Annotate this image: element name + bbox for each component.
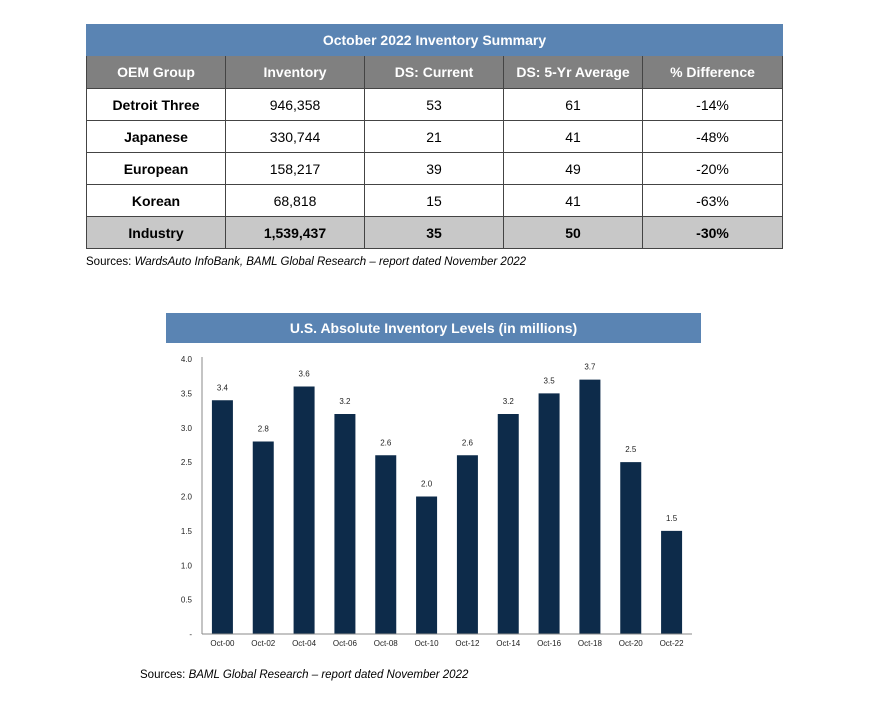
bar (252, 441, 274, 634)
bar (293, 386, 315, 634)
cell-ds-current: 21 (364, 120, 504, 153)
inventory-bar-chart: - 0.5 1.0 1.5 2.0 2.5 3.0 3.5 4.0 3.4 2.8 3.6 3.2 2.… (181, 355, 692, 648)
cell-group: European (86, 152, 226, 185)
bar (416, 496, 438, 634)
x-tick-label: Oct-16 (537, 639, 562, 648)
table-total-row: Industry 1,539,437 35 50 -30% (86, 216, 784, 249)
cell-inventory: 946,358 (225, 88, 365, 121)
y-tick-label: 0.5 (181, 596, 193, 605)
y-tick-label: - (189, 630, 192, 639)
cell-group: Japanese (86, 120, 226, 153)
y-tick-label: 3.5 (181, 389, 193, 398)
x-tick-label: Oct-18 (578, 639, 603, 648)
x-tick-label: Oct-00 (210, 639, 235, 648)
cell-pct-diff: -48% (641, 120, 784, 153)
table-row: Japanese 330,744 21 41 -48% (86, 120, 784, 153)
table-source-text: WardsAuto InfoBank, BAML Global Research… (134, 256, 527, 268)
cell-ds-avg: 41 (503, 184, 643, 217)
table-title: October 2022 Inventory Summary (85, 24, 784, 56)
y-tick-label: 1.0 (181, 561, 193, 570)
header-ds-current: DS: Current (364, 55, 504, 89)
data-label: 1.5 (666, 514, 678, 523)
bar (456, 455, 478, 634)
cell-inventory: 330,744 (225, 120, 365, 153)
table-source-note: Sources: WardsAuto InfoBank, BAML Global… (86, 256, 526, 268)
bars (211, 379, 683, 634)
cell-inventory: 158,217 (225, 152, 365, 185)
header-pct-difference: % Difference (641, 55, 784, 89)
x-tick-label: Oct-14 (496, 639, 521, 648)
chart-source-label: Sources: (140, 669, 189, 681)
bar (497, 414, 519, 634)
bar (375, 455, 397, 634)
bar (620, 462, 642, 634)
chart-source-text: BAML Global Research – report dated Nove… (188, 669, 469, 681)
data-label: 2.0 (421, 480, 433, 489)
y-tick-label: 2.0 (181, 493, 193, 502)
chart-source-note: Sources: BAML Global Research – report d… (140, 669, 468, 681)
cell-pct-diff: -20% (641, 152, 784, 185)
table-title-row: October 2022 Inventory Summary (85, 24, 784, 56)
table-header-row: OEM Group Inventory DS: Current DS: 5-Yr… (86, 55, 784, 89)
chart-title: U.S. Absolute Inventory Levels (in milli… (166, 313, 701, 343)
x-tick-label: Oct-22 (660, 639, 685, 648)
cell-pct-diff: -63% (641, 184, 784, 217)
table-row: Detroit Three 946,358 53 61 -14% (86, 88, 784, 121)
data-label: 3.5 (544, 376, 556, 385)
data-label: 3.2 (503, 397, 515, 406)
y-tick-label: 1.5 (181, 527, 193, 536)
data-label: 3.4 (217, 383, 229, 392)
y-axis: - 0.5 1.0 1.5 2.0 2.5 3.0 3.5 4.0 (181, 355, 203, 639)
cell-group: Detroit Three (86, 88, 226, 121)
cell-pct-diff: -30% (641, 216, 784, 249)
bar (334, 414, 356, 634)
cell-ds-avg: 50 (503, 216, 643, 249)
x-tick-label: Oct-10 (415, 639, 440, 648)
bar (661, 530, 683, 634)
x-axis: Oct-00 Oct-02 Oct-04 Oct-06 Oct-08 Oct-10 Oct-… (202, 633, 692, 648)
cell-ds-current: 53 (364, 88, 504, 121)
x-tick-label: Oct-04 (292, 639, 317, 648)
x-tick-label: Oct-06 (333, 639, 358, 648)
cell-ds-current: 39 (364, 152, 504, 185)
bar (538, 393, 560, 634)
header-ds-5yr-average: DS: 5-Yr Average (503, 55, 643, 89)
x-tick-label: Oct-02 (251, 639, 276, 648)
data-labels: 3.4 2.8 3.6 3.2 2.6 2.0 2.6 3.2 3.5 3.7 2.5 1.5 (217, 363, 678, 523)
cell-inventory: 68,818 (225, 184, 365, 217)
y-tick-label: 2.5 (181, 458, 193, 467)
table-source-label: Sources: (86, 256, 135, 268)
cell-ds-avg: 49 (503, 152, 643, 185)
data-label: 3.7 (584, 363, 596, 372)
data-label: 3.2 (339, 397, 351, 406)
cell-group: Industry (86, 216, 226, 249)
data-label: 2.5 (625, 445, 637, 454)
data-label: 2.8 (258, 425, 270, 434)
inventory-summary-table: October 2022 Inventory Summary OEM Group… (85, 24, 784, 249)
table-row: European 158,217 39 49 -20% (86, 152, 784, 185)
header-inventory: Inventory (225, 55, 365, 89)
cell-pct-diff: -14% (641, 88, 784, 121)
x-tick-label: Oct-12 (455, 639, 480, 648)
cell-ds-current: 35 (364, 216, 504, 249)
data-label: 2.6 (462, 438, 474, 447)
x-tick-label: Oct-08 (374, 639, 399, 648)
cell-group: Korean (86, 184, 226, 217)
cell-ds-current: 15 (364, 184, 504, 217)
cell-inventory: 1,539,437 (225, 216, 365, 249)
table-row: Korean 68,818 15 41 -63% (86, 184, 784, 217)
header-oem-group: OEM Group (86, 55, 226, 89)
cell-ds-avg: 61 (503, 88, 643, 121)
data-label: 2.6 (380, 438, 392, 447)
y-tick-label: 4.0 (181, 355, 193, 364)
x-tick-label: Oct-20 (619, 639, 644, 648)
cell-ds-avg: 41 (503, 120, 643, 153)
data-label: 3.6 (299, 370, 311, 379)
bar (579, 379, 601, 634)
y-tick-label: 3.0 (181, 424, 193, 433)
bar (211, 400, 233, 634)
